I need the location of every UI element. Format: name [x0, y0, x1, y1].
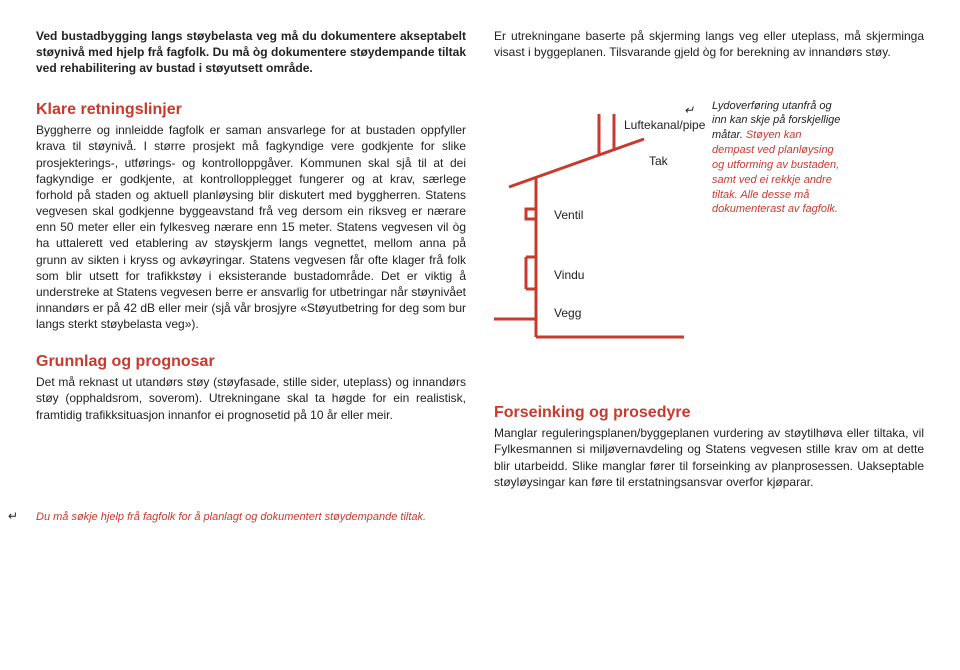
- footer-note: ↵ Du må søkje hjelp frå fagfolk for å pl…: [36, 508, 924, 525]
- main-row: Klare retningslinjer Byggherre og innlei…: [36, 99, 924, 490]
- heading-forseinking: Forseinking og prosedyre: [494, 402, 924, 424]
- left-column: Klare retningslinjer Byggherre og innlei…: [36, 99, 466, 490]
- heading-klare: Klare retningslinjer: [36, 99, 466, 121]
- intro-right: Er utrekningane baserte på skjerming lan…: [494, 28, 924, 77]
- sidenote-text2: Støyen kan dempast ved planløysing og ut…: [712, 129, 839, 215]
- diagram-sidenote-row: Luftekanal/pipe Tak Ventil Vindu Vegg ↵ …: [494, 99, 924, 354]
- heading-grunnlag: Grunnlag og prognosar: [36, 351, 466, 373]
- body-klare: Byggherre og innleidde fagfolk er saman …: [36, 122, 466, 332]
- body-grunnlag: Det må reknast ut utandørs støy (støyfas…: [36, 374, 466, 423]
- arrow-icon: ↵: [8, 508, 18, 524]
- house-diagram: Luftekanal/pipe Tak Ventil Vindu Vegg: [494, 99, 694, 354]
- diagram-svg: [494, 99, 694, 354]
- label-luftekanal: Luftekanal/pipe: [624, 117, 705, 133]
- body-forseinking: Manglar reguleringsplanen/byggeplanen vu…: [494, 425, 924, 490]
- intro-left: Ved bustadbygging langs støybelasta veg …: [36, 28, 466, 77]
- label-vindu: Vindu: [554, 267, 584, 283]
- forseinking-block: Forseinking og prosedyre Manglar reguler…: [494, 402, 924, 490]
- label-tak: Tak: [649, 153, 668, 169]
- arrow-icon: ↵: [684, 102, 694, 118]
- side-note: ↵ Lydoverføring utanfrå og inn kan skje …: [712, 99, 842, 354]
- footer-text: Du må søkje hjelp frå fagfolk for å plan…: [36, 511, 426, 523]
- right-column: Luftekanal/pipe Tak Ventil Vindu Vegg ↵ …: [494, 99, 924, 490]
- label-vegg: Vegg: [554, 305, 581, 321]
- intro-row: Ved bustadbygging langs støybelasta veg …: [36, 28, 924, 77]
- label-ventil: Ventil: [554, 207, 583, 223]
